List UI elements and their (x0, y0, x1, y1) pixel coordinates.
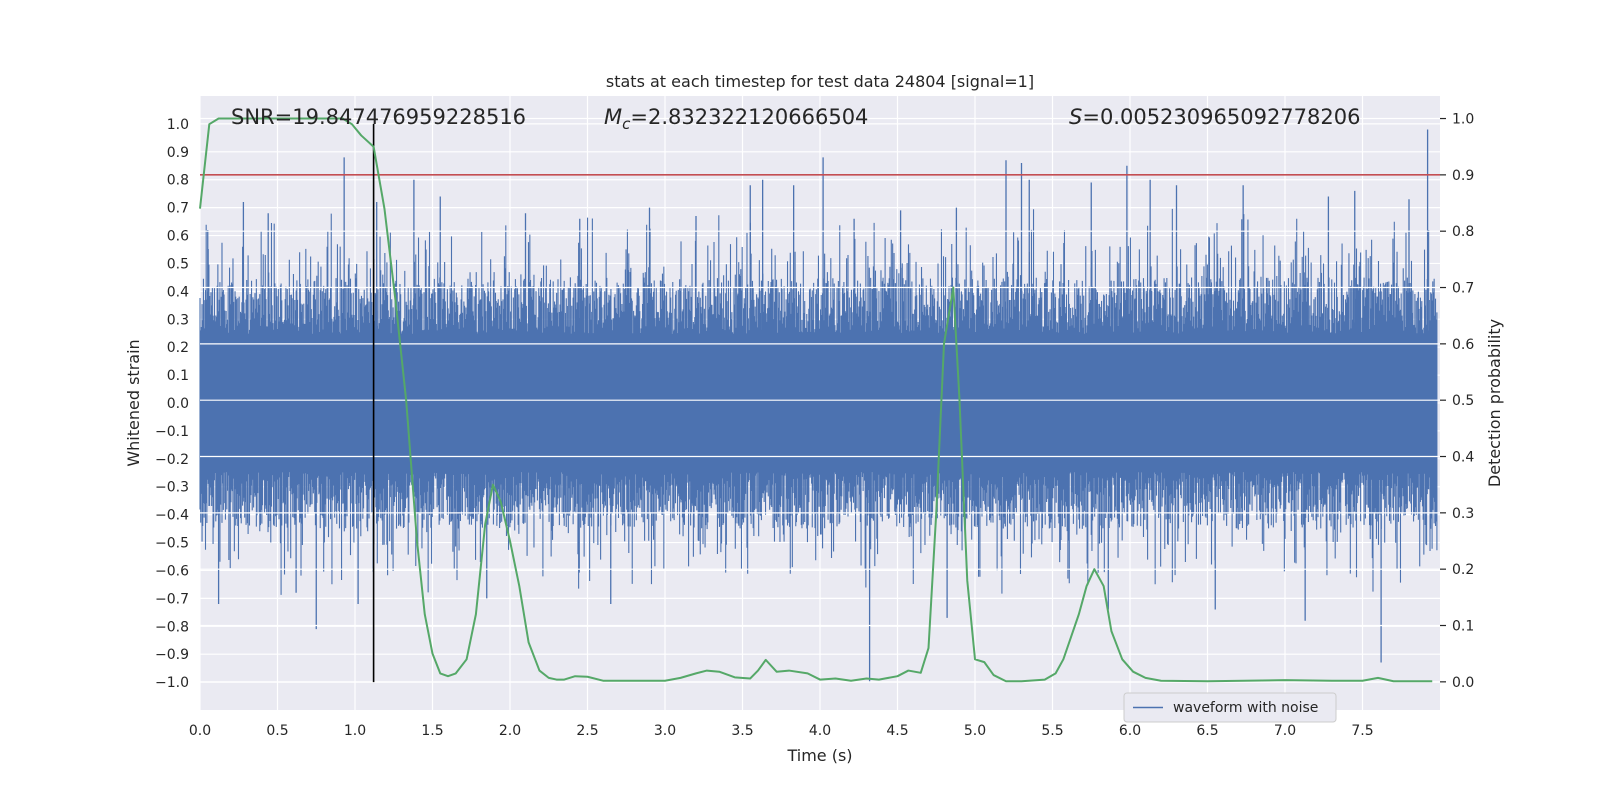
y-tick-label-left: −0.4 (155, 508, 189, 524)
overlay-layer (199, 117, 1440, 683)
chirp-mass-subscript: c (622, 115, 631, 133)
x-tick-label: 1.0 (344, 723, 366, 739)
x-tick-label: 2.0 (499, 723, 521, 739)
y-tick-label-left: 0.3 (167, 312, 189, 328)
chart-title: stats at each timestep for test data 248… (606, 72, 1034, 91)
x-tick-label: 4.0 (809, 723, 831, 739)
y-tick-label-left: −0.8 (155, 619, 189, 635)
x-axis-label: Time (s) (786, 746, 852, 765)
y-tick-label-left: 0.9 (167, 145, 189, 161)
y-tick-label-left: 0.2 (167, 340, 189, 356)
y-tick-label-right: 0.1 (1452, 619, 1474, 635)
x-tick-label: 0.5 (266, 723, 288, 739)
y-tick-label-left: −0.1 (155, 424, 189, 440)
y-tick-label-left: 0.0 (167, 396, 189, 412)
chirp-mass-symbol: M (604, 105, 622, 129)
snr-annotation: SNR=19.847476959228516 (231, 105, 526, 129)
x-tick-label: 3.0 (654, 723, 676, 739)
y-tick-label-right: 0.7 (1452, 281, 1474, 297)
y-axis-right-label: Detection probability (1485, 319, 1504, 487)
y-tick-label-left: 0.4 (167, 284, 189, 300)
legend: waveform with noise (1123, 692, 1337, 723)
legend-box (1123, 692, 1337, 723)
y-tick-label-left: 0.6 (167, 229, 189, 245)
x-tick-label: 6.5 (1196, 723, 1218, 739)
y-tick-label-left: −0.3 (155, 480, 189, 496)
y-tick-label-left: −0.7 (155, 591, 189, 607)
y-tick-label-right: 0.0 (1452, 675, 1474, 691)
y-tick-label-left: 0.1 (167, 368, 189, 384)
detection-probability-line (199, 117, 1433, 683)
s-value: =0.005230965092778206 (1082, 105, 1360, 129)
y-tick-label-left: −0.9 (155, 647, 189, 663)
y-axis-left-label: Whitened strain (124, 339, 143, 466)
y-tick-label-right: 0.9 (1452, 168, 1474, 184)
y-tick-label-right: 0.8 (1452, 224, 1474, 240)
y-tick-label-right: 1.0 (1452, 112, 1474, 128)
s-symbol: S (1069, 105, 1082, 129)
chirp-mass-value: =2.832322120666504 (630, 105, 868, 129)
y-tick-label-left: 1.0 (167, 117, 189, 133)
x-tick-label: 5.5 (1041, 723, 1063, 739)
x-axis-ticks: 0.0 0.5 1.0 1.5 2.0 2.5 3.0 3.5 4.0 4.5 5.0 5.5 6.0 6… (189, 723, 1374, 739)
x-tick-label: 0.0 (189, 723, 211, 739)
x-tick-label: 4.5 (886, 723, 908, 739)
legend-entry: waveform with noise (1173, 700, 1318, 716)
x-tick-label: 7.5 (1351, 723, 1373, 739)
x-tick-label: 6.0 (1119, 723, 1141, 739)
x-tick-label: 2.5 (576, 723, 598, 739)
y-tick-label-left: 0.5 (167, 256, 189, 272)
y-tick-label-left: 0.8 (167, 173, 189, 189)
y-axis-left-ticks: 1.0 0.9 0.8 0.7 0.6 0.5 0.4 0.3 0.2 0.1 0.0 −0.1 −0.… (155, 117, 189, 691)
y-tick-label-left: −0.2 (155, 452, 189, 468)
x-tick-label: 5.0 (964, 723, 986, 739)
waveform-series (199, 129, 1438, 683)
y-tick-label-left: 0.7 (167, 201, 189, 217)
y-tick-label-right: 0.5 (1452, 393, 1474, 409)
y-tick-label-left: −0.5 (155, 536, 189, 552)
chirp-mass-annotation: Mc=2.832322120666504 (604, 105, 868, 133)
x-tick-label: 1.5 (421, 723, 443, 739)
y-tick-label-left: −0.6 (155, 563, 189, 579)
y-tick-label-left: −1.0 (155, 675, 189, 691)
x-tick-label: 7.0 (1274, 723, 1296, 739)
y-tick-label-right: 0.4 (1452, 450, 1474, 466)
y-tick-label-right: 0.6 (1452, 337, 1474, 353)
y-tick-label-right: 0.3 (1452, 506, 1474, 522)
y-axis-right-ticks: 1.0 0.9 0.8 0.7 0.6 0.5 0.4 0.3 0.2 0.1 0.0 (1440, 112, 1474, 691)
x-tick-label: 3.5 (731, 723, 753, 739)
y-tick-label-right: 0.2 (1452, 562, 1474, 578)
s-annotation: S=0.005230965092778206 (1069, 105, 1360, 129)
